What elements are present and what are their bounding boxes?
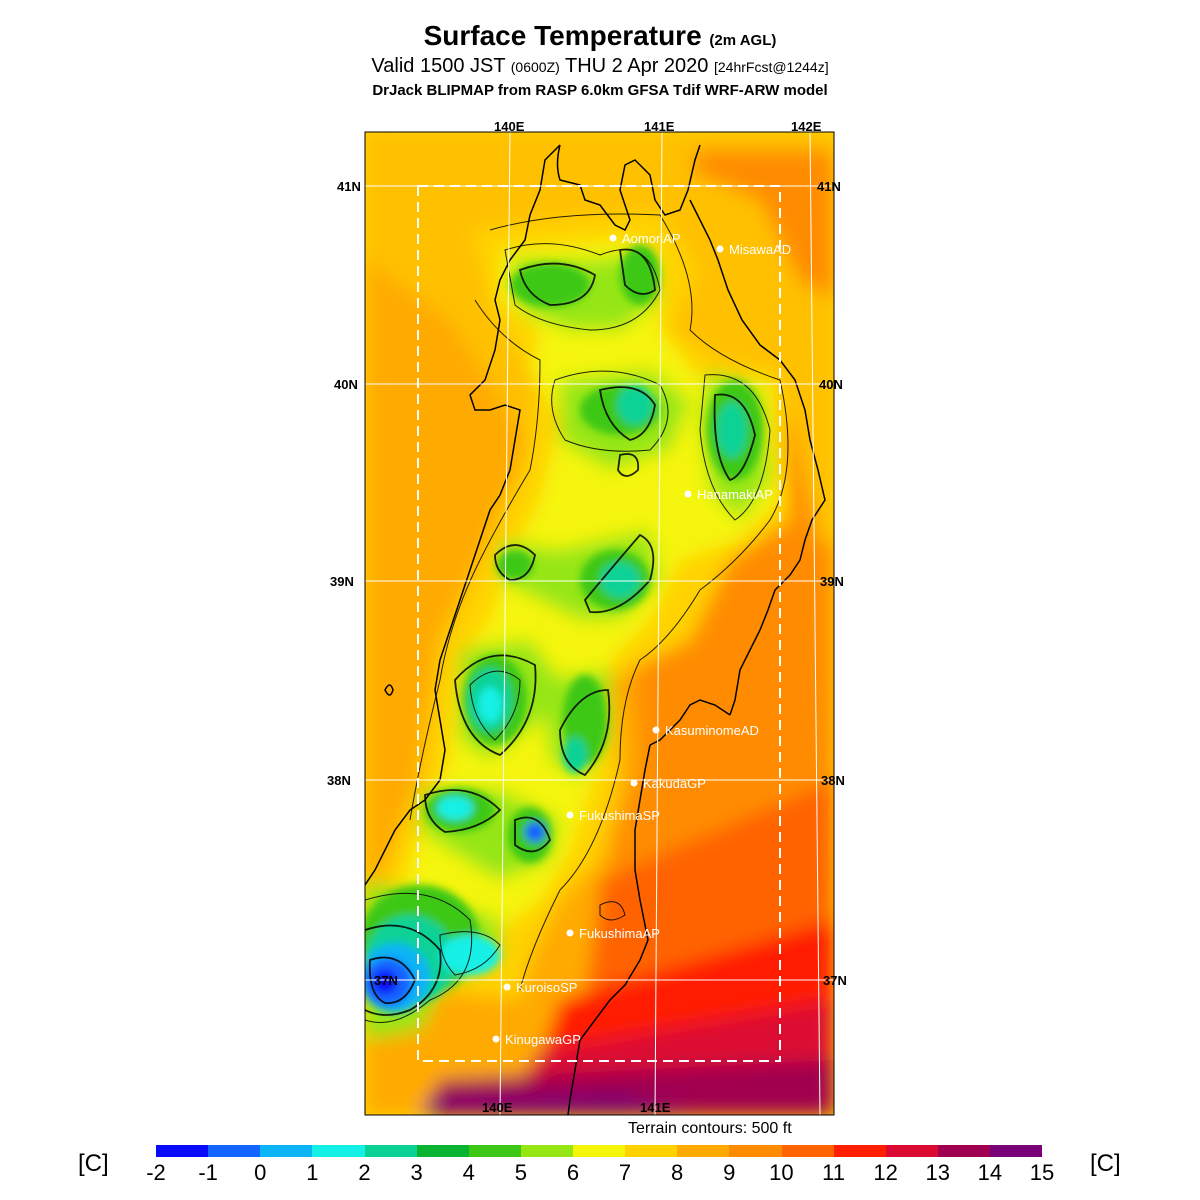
title-text: Surface Temperature <box>423 20 702 51</box>
lat-label-right-41n: 41N <box>817 179 841 194</box>
legend-swatch <box>364 1145 417 1157</box>
lon-label-bottom-141e: 141E <box>640 1100 671 1115</box>
station-dot <box>716 245 724 253</box>
coastline <box>364 144 826 1116</box>
legend-swatch <box>990 1145 1043 1157</box>
station-label-fukushima-sp: FukushimaSP <box>579 808 660 823</box>
station-dot <box>609 234 617 242</box>
lat-label-right-38n: 38N <box>821 773 845 788</box>
temperature-field <box>365 132 834 1115</box>
legend-swatch <box>937 1145 990 1157</box>
legend-swatch <box>677 1145 730 1157</box>
lat-label-right-39n: 39N <box>820 574 844 589</box>
valid-prefix: Valid 1500 JST <box>371 55 506 77</box>
legend-tick-label: 14 <box>977 1160 1003 1185</box>
lon-label-top-142e: 142E <box>791 119 822 134</box>
legend-swatch <box>625 1145 678 1157</box>
legend-tick-label: -2 <box>146 1160 166 1185</box>
lat-label-right-37n: 37N <box>823 973 847 988</box>
lat-label-left-38n: 38N <box>327 773 351 788</box>
legend-tick-label: 0 <box>254 1160 267 1185</box>
valid-date: THU 2 Apr 2020 <box>565 55 709 77</box>
model-line: DrJack BLIPMAP from RASP 6.0km GFSA Tdif… <box>372 82 828 99</box>
legend-swatch <box>573 1145 626 1157</box>
station-dot <box>492 1035 500 1043</box>
station-label-kakuda: KakudaGP <box>643 776 706 791</box>
legend-swatch <box>833 1145 886 1157</box>
legend-swatch <box>156 1145 209 1157</box>
station-dot <box>630 779 638 787</box>
unit-label-right: [C] <box>1090 1150 1121 1177</box>
terrain-contours <box>365 213 789 1023</box>
domain-boundary <box>417 185 781 1062</box>
station-label-kuroiso: KuroisoSP <box>516 980 577 995</box>
lat-label-left-39n: 39N <box>330 574 354 589</box>
map-frame <box>364 131 835 1116</box>
station-dot <box>503 983 511 991</box>
station-dot <box>566 929 574 937</box>
legend-tick-label: 9 <box>723 1160 736 1185</box>
station-markers: AomoriAP MisawaAD HanamakiAP KasuminomeA… <box>492 231 791 1047</box>
station-dot <box>652 726 660 734</box>
lat-label-left-40n: 40N <box>334 377 358 392</box>
color-legend-ticks: -2 -1 0 1 2 3 4 5 6 7 8 9 10 11 12 13 14 15 <box>146 1160 1054 1190</box>
lat-label-left-37n: 37N <box>374 973 398 988</box>
lon-label-bottom-140e: 140E <box>482 1100 513 1115</box>
legend-tick-label: 2 <box>358 1160 371 1185</box>
legend-swatch <box>260 1145 313 1157</box>
legend-tick-label: -1 <box>198 1160 218 1185</box>
station-dot <box>684 490 692 498</box>
legend-swatch <box>312 1145 365 1157</box>
legend-swatch <box>468 1145 521 1157</box>
legend-tick-label: 10 <box>769 1160 794 1185</box>
forecast-info: [24hrFcst@1244z] <box>713 59 829 75</box>
unit-label-left: [C] <box>78 1150 109 1177</box>
legend-tick-label: 3 <box>410 1160 423 1185</box>
legend-swatch <box>781 1145 834 1157</box>
lat-label-right-40n: 40N <box>819 377 843 392</box>
title-note: (2m AGL) <box>709 32 777 49</box>
station-label-kasuminome: KasuminomeAD <box>665 723 759 738</box>
legend-tick-label: 4 <box>462 1160 475 1185</box>
station-dot <box>566 811 574 819</box>
legend-swatch <box>520 1145 573 1157</box>
legend-tick-label: 1 <box>306 1160 319 1185</box>
legend-swatch <box>885 1145 938 1157</box>
lon-label-top-141e: 141E <box>644 119 675 134</box>
legend-tick-label: 8 <box>671 1160 684 1185</box>
legend-swatch <box>729 1145 782 1157</box>
legend-tick-label: 15 <box>1029 1160 1055 1185</box>
grid-labels: 140E 141E 142E 140E 141E 41N 40N 39N 38N… <box>327 119 847 1115</box>
station-label-fukushima-ap: FukushimaAP <box>579 926 660 941</box>
station-label-aomori: AomoriAP <box>622 231 681 246</box>
terrain-note: Terrain contours: 500 ft <box>628 1120 792 1137</box>
valid-time-line: Valid 1500 JST (0600Z) THU 2 Apr 2020 [2… <box>0 55 1200 78</box>
lon-label-top-140e: 140E <box>494 119 525 134</box>
legend-swatch <box>208 1145 261 1157</box>
map-title: Surface Temperature (2m AGL) <box>0 20 1200 52</box>
station-label-hanamaki: HanamakiAP <box>697 487 773 502</box>
lat-label-left-41n: 41N <box>337 179 361 194</box>
legend-tick-label: 6 <box>566 1160 580 1185</box>
valid-zulu: (0600Z) <box>510 59 560 75</box>
legend-tick-label: 7 <box>618 1160 632 1185</box>
station-label-kinugawa: KinugawaGP <box>505 1032 581 1047</box>
legend-swatch <box>416 1145 469 1157</box>
legend-tick-label: 12 <box>873 1160 898 1185</box>
legend-tick-label: 13 <box>925 1160 950 1185</box>
legend-tick-label: 11 <box>822 1160 845 1185</box>
station-label-misawa: MisawaAD <box>729 242 791 257</box>
legend-tick-label: 5 <box>514 1160 527 1185</box>
color-legend-bar <box>156 1145 1043 1157</box>
